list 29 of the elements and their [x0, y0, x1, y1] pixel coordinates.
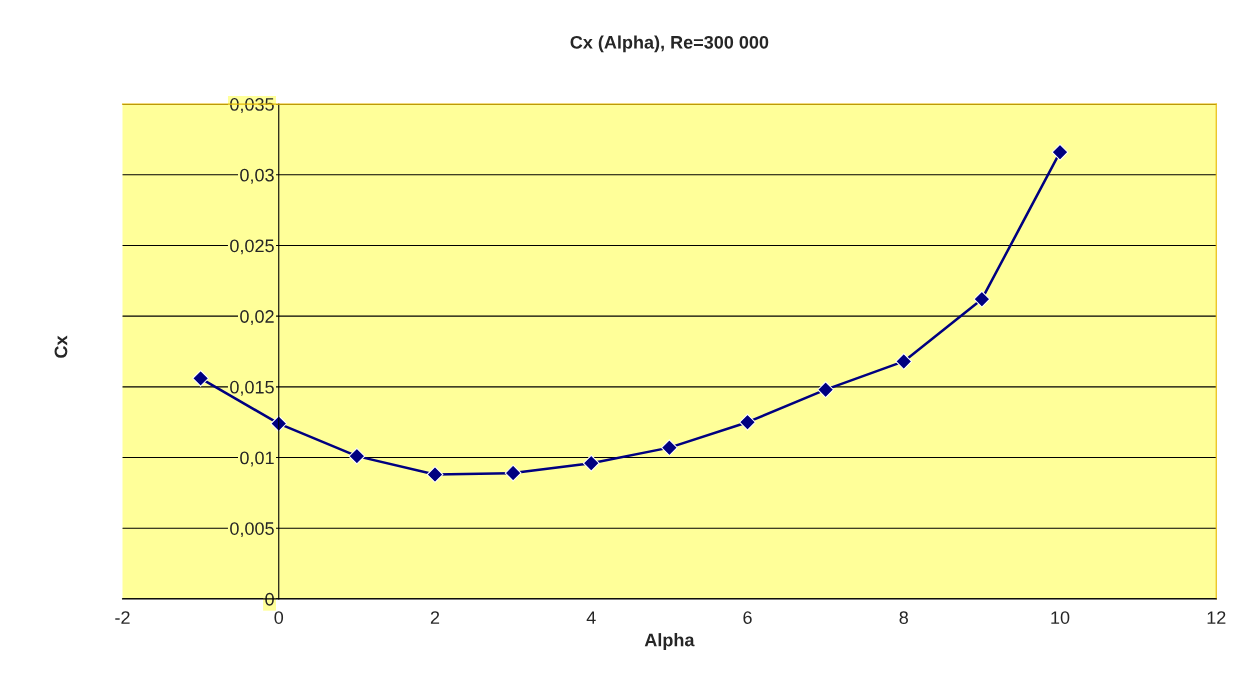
point [504, 464, 522, 482]
x-tick-label: -2 [115, 611, 130, 624]
y-tick-label: 0,02 [240, 310, 274, 326]
y-tick-label: 0,035 [230, 98, 274, 113]
x-tick-label: 6 [743, 611, 752, 624]
y-axis-title: Cx [54, 335, 68, 358]
x-tick-label: 12 [1207, 611, 1226, 624]
x-tick-label: 8 [899, 611, 908, 624]
point [895, 353, 913, 370]
y-tick-label: 0,005 [230, 522, 274, 538]
point [817, 381, 834, 399]
point [973, 290, 991, 308]
x-axis-title: Alpha [644, 633, 695, 650]
y-tick-label: 0,03 [240, 168, 274, 184]
x-tick-label: 10 [1051, 611, 1070, 624]
point [192, 370, 209, 387]
point [426, 466, 444, 483]
chart-title: Cx (Alpha), Re=300 000 [570, 35, 769, 53]
point [739, 413, 756, 431]
x-tick-label: 4 [586, 611, 596, 624]
y-tick-label: 0,01 [240, 451, 274, 467]
point [661, 439, 678, 457]
y-tick-label: 0,025 [230, 239, 274, 255]
y-tick-label: 0,015 [230, 380, 274, 396]
point [582, 454, 600, 472]
point [348, 447, 366, 465]
point [1051, 143, 1069, 161]
x-tick-label: 2 [430, 611, 440, 624]
x-tick-label: 0 [274, 611, 284, 624]
